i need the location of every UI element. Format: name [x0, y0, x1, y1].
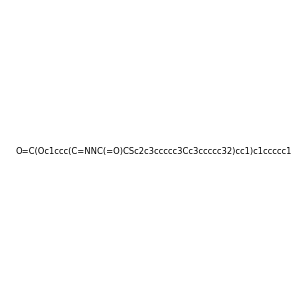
Text: O=C(Oc1ccc(C=NNC(=O)CSc2c3ccccc3Cc3ccccc32)cc1)c1ccccc1: O=C(Oc1ccc(C=NNC(=O)CSc2c3ccccc3Cc3ccccc… [16, 147, 292, 156]
